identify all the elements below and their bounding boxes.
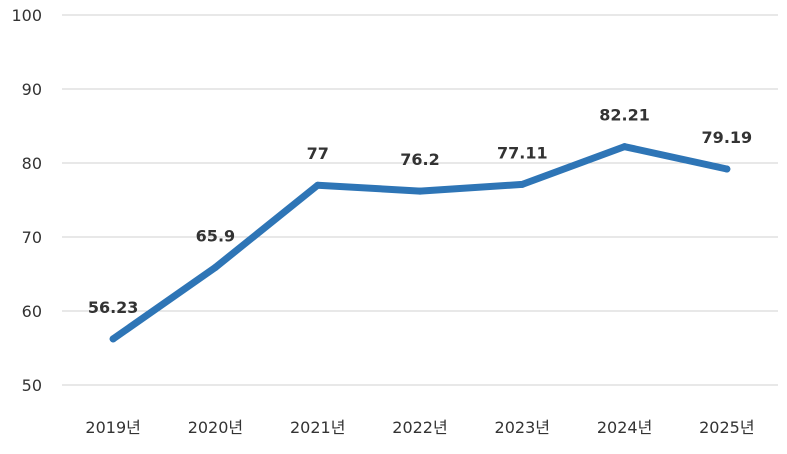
data-point xyxy=(416,187,424,195)
data-point xyxy=(621,143,629,151)
y-tick-label: 80 xyxy=(22,154,42,173)
x-tick-label: 2020년 xyxy=(188,418,243,437)
x-tick-label: 2023년 xyxy=(495,418,550,437)
data-label: 56.23 xyxy=(88,298,139,317)
data-point xyxy=(211,263,219,271)
data-label: 82.21 xyxy=(599,106,650,125)
y-axis-ticks: 50 60 70 80 90 100 xyxy=(11,6,42,395)
y-tick-label: 50 xyxy=(22,376,42,395)
data-label: 76.2 xyxy=(400,150,439,169)
data-labels: 56.23 65.9 77 76.2 77.11 82.21 79.19 xyxy=(88,106,752,317)
data-point xyxy=(314,181,322,189)
x-axis-ticks: 2019년 2020년 2021년 2022년 2023년 2024년 2025년 xyxy=(85,418,754,437)
y-tick-label: 100 xyxy=(11,6,42,25)
y-tick-label: 60 xyxy=(22,302,42,321)
x-tick-label: 2024년 xyxy=(597,418,652,437)
gridlines xyxy=(62,14,778,386)
x-tick-label: 2019년 xyxy=(85,418,140,437)
y-tick-label: 90 xyxy=(22,80,42,99)
x-tick-label: 2025년 xyxy=(699,418,754,437)
y-tick-label: 70 xyxy=(22,228,42,247)
series xyxy=(109,143,731,343)
data-point xyxy=(723,165,731,173)
x-tick-label: 2021년 xyxy=(290,418,345,437)
data-label: 77 xyxy=(307,144,329,163)
data-point xyxy=(109,335,117,343)
data-label: 79.19 xyxy=(702,128,753,147)
data-label: 65.9 xyxy=(196,226,235,245)
x-tick-label: 2022년 xyxy=(392,418,447,437)
data-point xyxy=(518,180,526,188)
data-label: 77.11 xyxy=(497,143,548,162)
